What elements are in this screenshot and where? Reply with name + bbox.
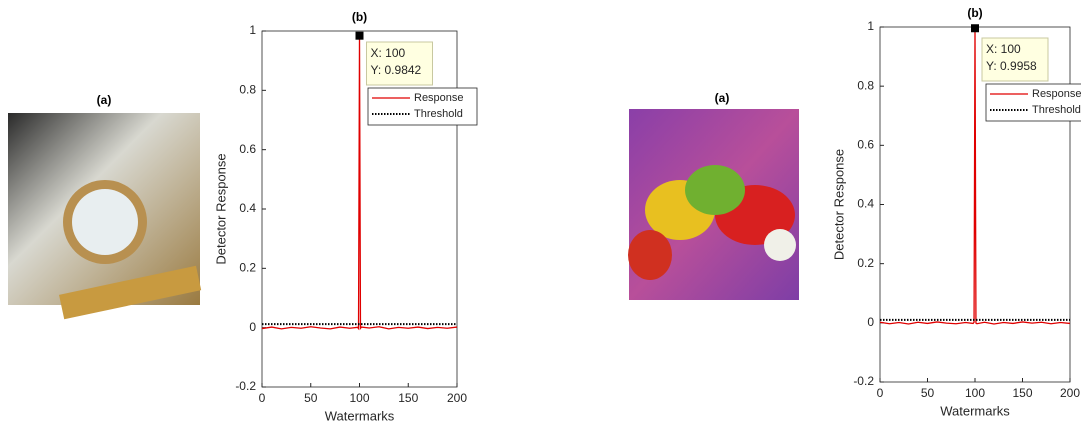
figure: (a) (a) -0.200.20.40.60.81050100150200(b…: [0, 0, 1081, 430]
x-tick-label: 50: [304, 391, 318, 405]
chart-title: (b): [352, 10, 367, 24]
legend-label: Threshold: [414, 108, 463, 120]
datatip-label: Y: 0.9842: [371, 63, 422, 77]
y-tick-label: 0.6: [857, 138, 874, 152]
x-tick-label: 0: [259, 391, 266, 405]
image-peppers: [628, 109, 799, 300]
y-tick-label: 0: [867, 315, 874, 329]
legend-label: Response: [1032, 88, 1081, 100]
y-tick-label: 0.6: [239, 142, 256, 156]
legend-label: Threshold: [1032, 104, 1081, 116]
legend-label: Response: [414, 92, 464, 104]
y-axis-label: Detector Response: [831, 149, 846, 260]
y-tick-label: -0.2: [853, 374, 874, 388]
datatip-label: Y: 0.9958: [986, 59, 1037, 73]
y-tick-label: 0.8: [857, 78, 874, 92]
datatip-marker: [356, 32, 364, 40]
x-tick-label: 150: [398, 391, 418, 405]
x-tick-label: 50: [921, 386, 935, 400]
page: (a) (a) -0.200.20.40.60.81050100150200(b…: [0, 0, 1081, 430]
image-watch: [8, 113, 201, 319]
datatip-label: X: 100: [986, 42, 1021, 56]
x-axis-label: Watermarks: [325, 408, 395, 423]
chart-title: (b): [967, 6, 982, 20]
y-tick-label: 0.4: [239, 201, 256, 215]
y-tick-label: 0.2: [857, 256, 874, 270]
x-tick-label: 200: [447, 391, 467, 405]
y-axis-label: Detector Response: [213, 153, 228, 264]
y-tick-label: 1: [249, 23, 256, 37]
x-tick-label: 100: [965, 386, 985, 400]
x-axis-label: Watermarks: [940, 403, 1010, 418]
x-tick-label: 100: [349, 391, 369, 405]
y-tick-label: 0.2: [239, 261, 256, 275]
image-title: (a): [715, 91, 730, 105]
datatip-marker: [971, 24, 979, 32]
image-title: (a): [97, 93, 112, 107]
y-tick-label: 0.4: [857, 197, 874, 211]
x-tick-label: 200: [1060, 386, 1080, 400]
y-tick-label: 0: [249, 320, 256, 334]
y-tick-label: -0.2: [235, 379, 256, 393]
datatip-label: X: 100: [371, 46, 406, 60]
x-tick-label: 0: [877, 386, 884, 400]
y-tick-label: 1: [867, 19, 874, 33]
x-tick-label: 150: [1012, 386, 1032, 400]
y-tick-label: 0.8: [239, 83, 256, 97]
